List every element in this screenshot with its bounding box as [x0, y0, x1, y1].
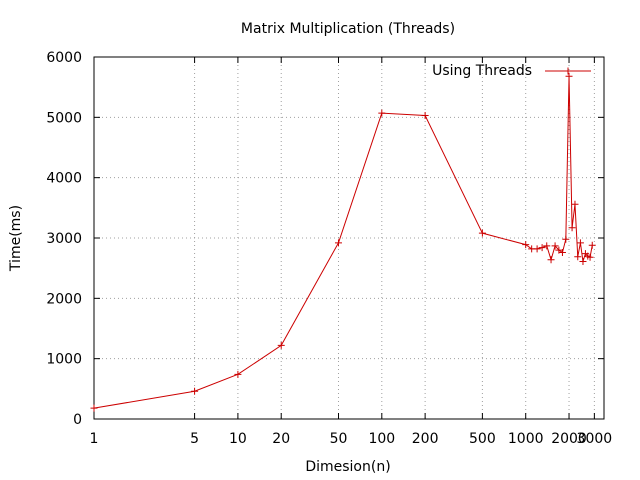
y-tick-label: 4000: [46, 171, 82, 187]
x-tick-label: 100: [368, 431, 395, 447]
data-point: [586, 253, 594, 261]
data-point: [562, 235, 570, 243]
data-point: [579, 258, 587, 266]
data-point: [533, 245, 541, 253]
data-point: [538, 244, 546, 252]
x-tick-label: 1000: [508, 431, 544, 447]
data-point: [574, 253, 582, 261]
legend-label: Using Threads: [432, 63, 532, 79]
y-tick-label: 1000: [46, 352, 82, 368]
series-layer: [90, 72, 596, 412]
data-point: [547, 256, 555, 264]
data-point: [522, 241, 530, 249]
data-point: [576, 239, 584, 247]
data-point: [191, 387, 199, 395]
data-point: [378, 109, 386, 117]
data-point: [543, 242, 551, 250]
x-tick-label: 5: [190, 431, 199, 447]
x-tick-label: 3000: [577, 431, 613, 447]
data-point: [90, 404, 98, 412]
data-point: [551, 242, 559, 250]
y-tick-label: 2000: [46, 291, 82, 307]
grid: [94, 57, 604, 419]
y-tick-label: 3000: [46, 231, 82, 247]
x-tick-label: 2000: [551, 431, 587, 447]
x-tick-label: 50: [330, 431, 348, 447]
axis-ticks: 1 5 10 20 50 100 200 500 1000 2000300001000200030…: [46, 50, 612, 447]
y-tick-label: 5000: [46, 110, 82, 126]
chart-title: Matrix Multiplication (Threads): [241, 21, 455, 37]
data-point: [421, 112, 429, 120]
data-point: [334, 239, 342, 247]
y-axis-label: Time(ms): [8, 205, 24, 272]
legend-marker: [564, 67, 572, 75]
data-point: [558, 248, 566, 256]
data-point: [571, 200, 579, 208]
data-point: [588, 241, 596, 249]
x-tick-label: 1: [90, 431, 99, 447]
x-tick-label: 500: [469, 431, 496, 447]
data-point: [568, 224, 576, 232]
data-point: [277, 341, 285, 349]
data-point: [234, 370, 242, 378]
x-tick-label: 20: [272, 431, 290, 447]
y-tick-label: 0: [73, 412, 82, 428]
data-point: [555, 246, 563, 254]
legend: Using Threads: [432, 63, 591, 79]
data-point: [565, 72, 573, 80]
x-tick-label: 200: [412, 431, 439, 447]
y-tick-label: 6000: [46, 50, 82, 66]
series-line: [93, 76, 593, 409]
data-point: [478, 229, 486, 237]
x-tick-label: 10: [229, 431, 247, 447]
x-axis-label: Dimesion(n): [305, 459, 390, 475]
